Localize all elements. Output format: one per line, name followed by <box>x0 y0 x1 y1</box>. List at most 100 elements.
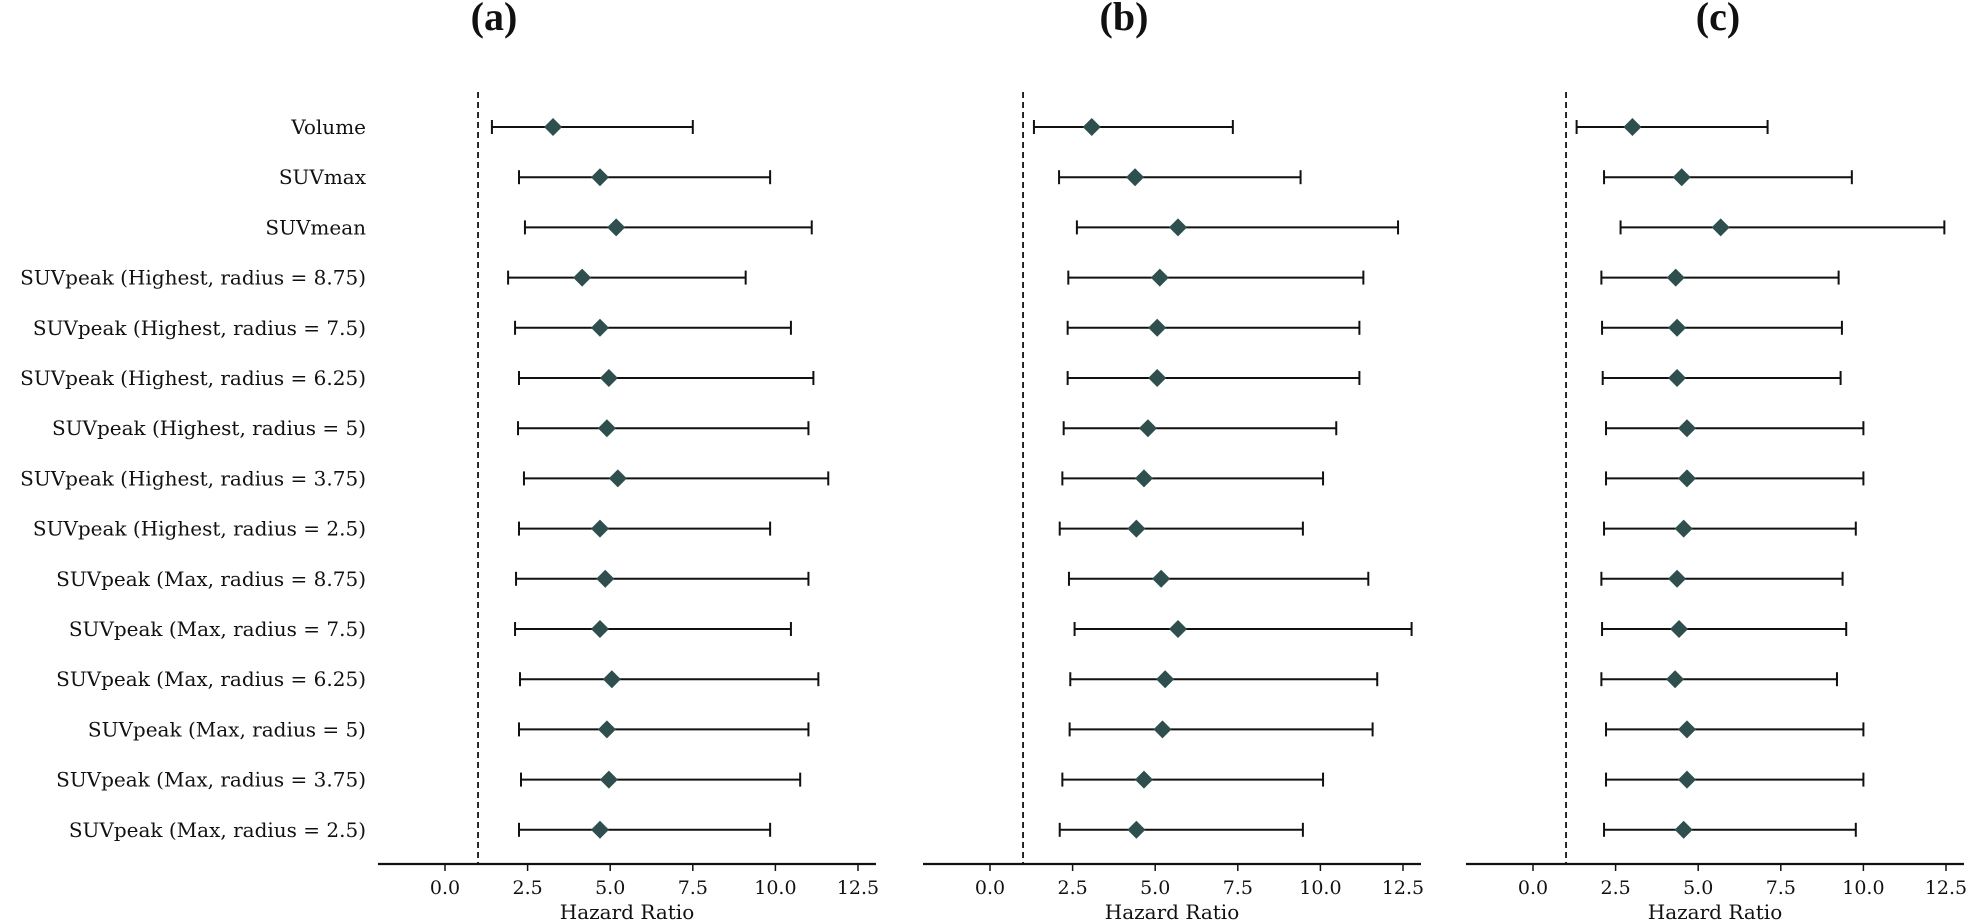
diamond-marker-icon <box>1153 720 1172 739</box>
diamond-marker-icon <box>1134 770 1153 789</box>
diamond-marker-icon <box>596 569 615 588</box>
row-label: SUVpeak (Highest, radius = 3.75) <box>20 466 366 490</box>
x-tick-label: 2.5 <box>1600 877 1630 899</box>
forest-row <box>1600 670 1838 689</box>
diamond-marker-icon <box>590 620 609 638</box>
forest-row <box>1600 569 1844 588</box>
forest-row: SUVpeak (Max, radius = 7.5) <box>69 617 792 641</box>
diamond-marker-icon <box>573 268 592 287</box>
diamond-marker-icon <box>590 820 609 839</box>
forest-row <box>1032 118 1234 136</box>
x-tick-label: 10.0 <box>1842 877 1884 899</box>
row-label: SUVpeak (Max, radius = 7.5) <box>69 617 366 641</box>
x-tick-label: 10.0 <box>754 877 796 899</box>
x-tick-label: 7.5 <box>1766 877 1796 899</box>
diamond-marker-icon <box>597 720 616 739</box>
forest-row: SUVpeak (Highest, radius = 2.5) <box>33 517 772 541</box>
diamond-marker-icon <box>1168 620 1187 638</box>
diamond-marker-icon <box>597 419 616 438</box>
forest-row: SUVmax <box>279 165 772 189</box>
x-tick-label: 2.5 <box>512 877 542 899</box>
forest-row <box>1058 519 1304 538</box>
x-tick-label: 0.0 <box>430 877 460 899</box>
x-tick-label: 5.0 <box>1140 877 1170 899</box>
forest-row <box>1600 268 1840 287</box>
panel-a: (a) 0.0 2.5 5.0 7.5 10.0 12.5 Hazard Ratio Volum… <box>20 0 879 921</box>
forest-row <box>1603 168 1853 187</box>
forest-row: SUVpeak (Max, radius = 3.75) <box>56 768 802 792</box>
row-label: SUVpeak (Max, radius = 5) <box>88 717 366 741</box>
forest-row: SUVmean <box>265 215 813 239</box>
diamond-marker-icon <box>1672 168 1691 187</box>
forest-row <box>1601 318 1843 337</box>
forest-row <box>1603 519 1857 538</box>
diamond-marker-icon <box>590 519 609 538</box>
forest-row: SUVpeak (Highest, radius = 8.75) <box>20 266 747 290</box>
diamond-marker-icon <box>1711 218 1730 237</box>
diamond-marker-icon <box>1134 469 1153 488</box>
forest-row <box>1605 770 1865 789</box>
diamond-marker-icon <box>1168 218 1187 237</box>
diamond-marker-icon <box>1674 820 1693 839</box>
diamond-marker-icon <box>544 118 563 136</box>
diamond-marker-icon <box>599 770 618 789</box>
diamond-marker-icon <box>1677 469 1696 488</box>
diamond-marker-icon <box>1666 670 1685 689</box>
diamond-marker-icon <box>1138 419 1157 438</box>
forest-row <box>1069 670 1379 689</box>
panel-title: (c) <box>1696 0 1740 39</box>
row-label: Volume <box>290 115 366 139</box>
x-tick-label: 12.5 <box>1382 877 1424 899</box>
diamond-marker-icon <box>590 318 609 337</box>
diamond-marker-icon <box>1082 118 1101 136</box>
forest-row <box>1061 469 1325 488</box>
diamond-marker-icon <box>1623 118 1642 136</box>
panel-c: (c) 0.0 2.5 5.0 7.5 10.0 12.5 Hazard Ratio <box>1466 0 1967 921</box>
forest-row <box>1575 118 1769 136</box>
row-label: SUVpeak (Highest, radius = 7.5) <box>33 316 366 340</box>
forest-row <box>1058 820 1304 839</box>
x-tick-label: 7.5 <box>678 877 708 899</box>
diamond-marker-icon <box>1677 720 1696 739</box>
diamond-marker-icon <box>1127 820 1146 839</box>
x-axis-label: Hazard Ratio <box>1648 900 1782 921</box>
row-label: SUVpeak (Highest, radius = 2.5) <box>33 517 366 541</box>
forest-row: SUVpeak (Max, radius = 6.25) <box>56 667 820 691</box>
forest-row: SUVpeak (Highest, radius = 3.75) <box>20 466 830 490</box>
diamond-marker-icon <box>1668 318 1687 337</box>
forest-row <box>1061 770 1325 789</box>
forest-row <box>1075 218 1400 237</box>
x-axis-label: Hazard Ratio <box>560 900 694 921</box>
forest-row <box>1067 268 1365 287</box>
diamond-marker-icon <box>1670 620 1689 638</box>
diamond-marker-icon <box>599 369 618 387</box>
diamond-marker-icon <box>1674 519 1693 538</box>
x-tick-label: 10.0 <box>1299 877 1341 899</box>
panel-title: (b) <box>1100 0 1149 39</box>
x-tick-label: 12.5 <box>1925 877 1967 899</box>
x-axis-label: Hazard Ratio <box>1105 900 1239 921</box>
forest-row: Volume <box>290 115 694 139</box>
forest-row: SUVpeak (Highest, radius = 5) <box>52 416 810 440</box>
row-label: SUVpeak (Highest, radius = 6.25) <box>20 366 366 390</box>
forest-row <box>1058 168 1302 187</box>
x-tick-label: 2.5 <box>1057 877 1087 899</box>
x-tick-label: 5.0 <box>595 877 625 899</box>
forest-row <box>1068 720 1374 739</box>
row-label: SUVpeak (Highest, radius = 8.75) <box>20 266 366 290</box>
row-label: SUVpeak (Highest, radius = 5) <box>52 416 366 440</box>
forest-row <box>1619 218 1946 237</box>
panel-b: (b) 0.0 2.5 5.0 7.5 10.0 12.5 Hazard Ratio <box>923 0 1424 921</box>
row-label: SUVmean <box>265 215 366 239</box>
forest-row <box>1066 318 1361 337</box>
x-tick-label: 5.0 <box>1683 877 1713 899</box>
x-tick-label: 12.5 <box>837 877 879 899</box>
panel-title: (a) <box>471 0 518 39</box>
diamond-marker-icon <box>590 168 609 187</box>
forest-row: SUVpeak (Highest, radius = 7.5) <box>33 316 792 340</box>
forest-row <box>1601 369 1842 387</box>
diamond-marker-icon <box>1152 569 1171 588</box>
diamond-marker-icon <box>1668 569 1687 588</box>
diamond-marker-icon <box>1677 770 1696 789</box>
